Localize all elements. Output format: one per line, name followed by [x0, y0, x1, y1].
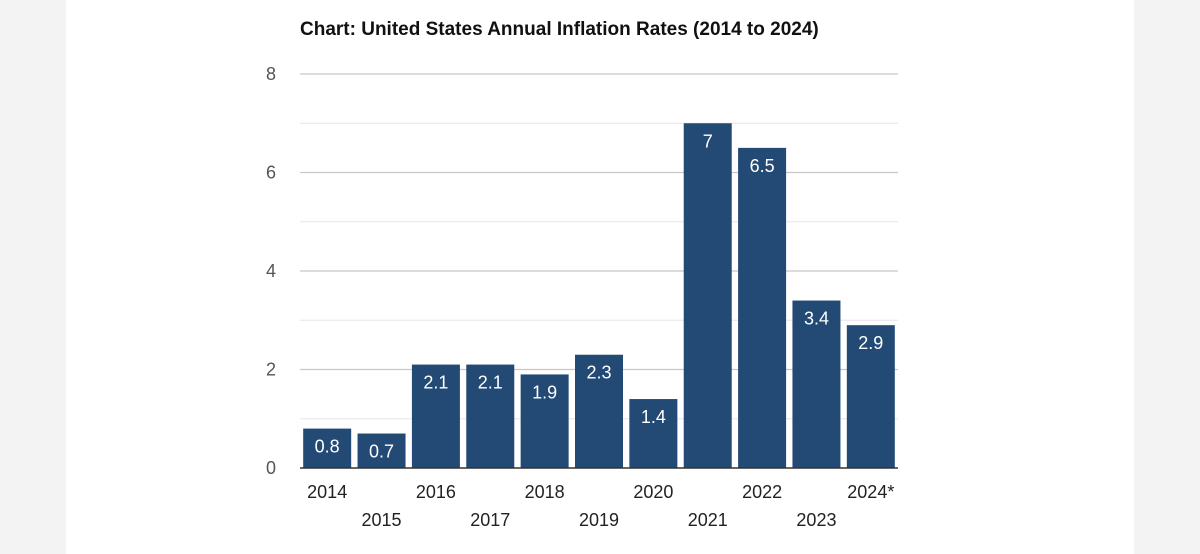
x-tick-label: 2014 — [307, 482, 347, 502]
data-label: 7 — [703, 131, 713, 151]
bar — [303, 428, 352, 468]
data-label: 1.4 — [641, 407, 666, 427]
y-tick-label: 0 — [266, 458, 276, 478]
data-label: 2.9 — [858, 333, 883, 353]
x-tick-label: 2017 — [470, 510, 510, 530]
data-label: 2.1 — [478, 373, 503, 393]
bar — [738, 147, 787, 468]
x-tick-label: 2018 — [525, 482, 565, 502]
y-tick-label: 8 — [266, 64, 276, 84]
chart-title: Chart: United States Annual Inflation Ra… — [300, 19, 819, 40]
bar — [792, 300, 841, 468]
y-tick-label: 6 — [266, 163, 276, 183]
y-tick-label: 2 — [266, 360, 276, 380]
bar — [846, 325, 895, 468]
bar — [629, 399, 678, 468]
x-tick-label: 2020 — [633, 482, 673, 502]
data-label: 2.1 — [423, 373, 448, 393]
y-tick-label: 4 — [266, 261, 276, 281]
data-label: 0.8 — [315, 437, 340, 457]
bar — [683, 123, 732, 468]
data-label: 6.5 — [750, 156, 775, 176]
bar — [357, 433, 406, 468]
bar — [575, 354, 623, 468]
x-tick-label: 2021 — [688, 510, 728, 530]
x-tick-label: 2024* — [847, 482, 894, 502]
data-labels: 0.8 0.7 2.1 2.1 1.9 2.3 1.4 7 6.5 3.4 2.9 — [315, 131, 884, 461]
bar — [520, 374, 569, 468]
x-axis: 2014 2015 2016 2017 2018 2019 2020 2021 2022 2023… — [307, 482, 894, 530]
data-label: 1.9 — [532, 382, 557, 402]
data-label: 3.4 — [804, 309, 829, 329]
x-tick-label: 2022 — [742, 482, 782, 502]
data-label: 0.7 — [369, 442, 394, 462]
x-tick-label: 2019 — [579, 510, 619, 530]
data-label: 2.3 — [586, 363, 611, 383]
x-tick-label: 2016 — [416, 482, 456, 502]
bar — [411, 364, 460, 468]
x-tick-label: 2023 — [796, 510, 836, 530]
bars — [303, 123, 895, 468]
bar — [466, 364, 515, 468]
y-axis: 0 2 4 6 8 — [266, 64, 276, 478]
x-tick-label: 2015 — [362, 510, 402, 530]
